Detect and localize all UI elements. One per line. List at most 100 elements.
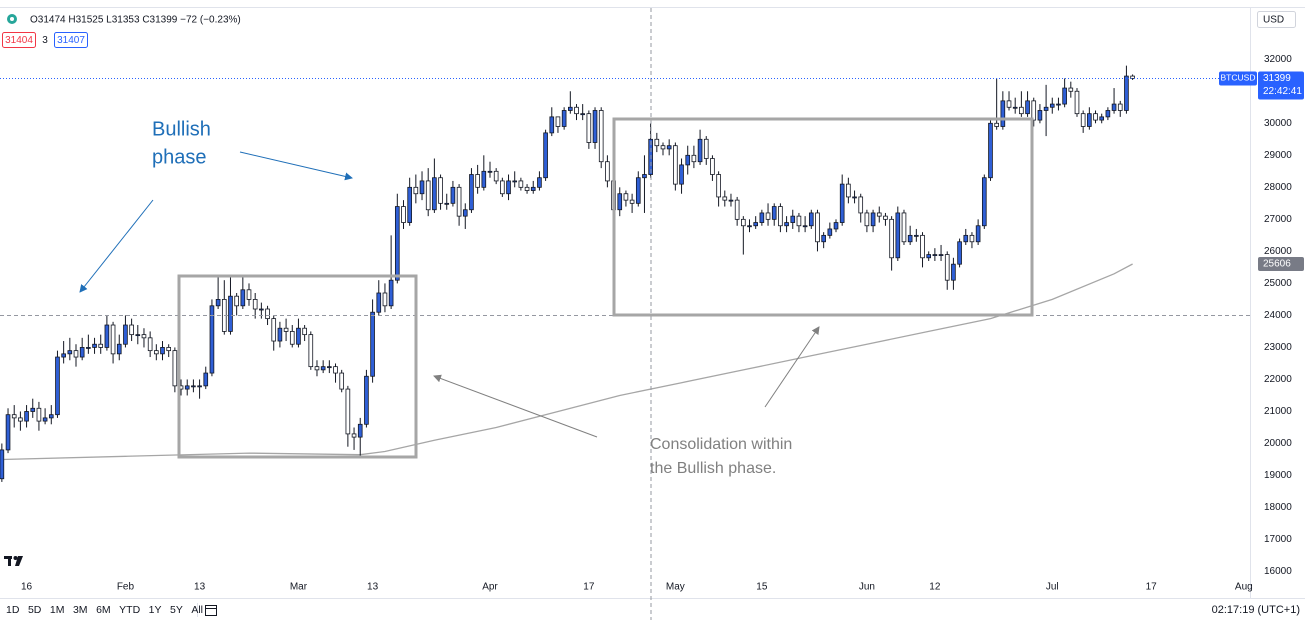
bid-box[interactable]: [2, 32, 36, 48]
candle: [537, 171, 542, 191]
candle: [98, 334, 104, 354]
candle-body: [388, 279, 394, 307]
candle: [808, 209, 814, 229]
candle: [493, 168, 499, 185]
candle: [833, 219, 839, 233]
candle: [1093, 110, 1098, 124]
candle-body: [951, 263, 956, 281]
candle-body: [1037, 110, 1043, 121]
timeframe-button[interactable]: YTD: [119, 604, 140, 616]
candle-body: [876, 212, 882, 217]
candle: [1062, 78, 1067, 108]
candle-body: [1012, 106, 1018, 109]
candle-body: [623, 193, 629, 201]
candle: [728, 193, 734, 207]
timeframe-button[interactable]: 5Y: [170, 604, 183, 616]
candle-body: [901, 212, 907, 243]
candle-body: [969, 234, 975, 243]
ask-box[interactable]: [54, 32, 88, 48]
currency[interactable]: USD: [1263, 15, 1284, 26]
candle-body: [92, 343, 97, 348]
candle: [154, 344, 159, 361]
timeframe-button[interactable]: 6M: [96, 604, 111, 616]
candle: [1031, 97, 1037, 127]
candle-body: [277, 327, 283, 342]
currency-box[interactable]: [1257, 11, 1296, 28]
candle: [481, 155, 487, 191]
candle: [252, 293, 258, 319]
candle-body: [710, 158, 715, 175]
candle-body: [18, 417, 23, 422]
candle: [364, 369, 369, 428]
candle: [61, 341, 66, 364]
candle: [821, 232, 826, 249]
candle: [784, 216, 789, 233]
candle-body: [555, 116, 561, 127]
candle-body: [48, 414, 54, 419]
calendar-icon[interactable]: [205, 605, 217, 616]
candle-body: [728, 199, 734, 202]
candle: [351, 427, 357, 450]
candle-body: [191, 385, 196, 388]
candle-body: [981, 177, 987, 227]
candle-body: [734, 199, 740, 220]
candle: [629, 193, 635, 213]
candle-body: [1074, 90, 1080, 115]
candle-body: [988, 122, 993, 179]
timeframe-button[interactable]: 1D: [6, 604, 20, 616]
candle-body: [685, 154, 691, 166]
candle-body: [784, 222, 789, 227]
candle-body: [1124, 75, 1129, 111]
candle: [716, 171, 721, 207]
candle: [666, 139, 672, 156]
candle: [605, 155, 610, 188]
candle-body: [197, 385, 202, 388]
y-tick-label: 23000: [1264, 342, 1292, 353]
candle: [870, 209, 876, 233]
candle: [314, 360, 320, 377]
y-tick-label: 20000: [1264, 438, 1292, 449]
candle: [1043, 84, 1049, 137]
timeframe-button[interactable]: All: [191, 604, 203, 616]
candle: [407, 177, 412, 226]
candle-body: [673, 145, 678, 185]
arrow: [239, 151, 353, 181]
candle: [0, 443, 5, 482]
candle-body: [864, 212, 870, 227]
candle: [673, 142, 678, 191]
candle-body: [0, 449, 5, 480]
candle: [1006, 91, 1012, 111]
timeframe-button[interactable]: 5D: [28, 604, 42, 616]
candle: [271, 315, 277, 351]
candle-body: [203, 372, 209, 387]
candle-body: [5, 414, 11, 451]
candle-body: [73, 350, 79, 358]
timeframe-button[interactable]: 1M: [50, 604, 65, 616]
candle: [574, 104, 579, 121]
candle-body: [308, 334, 314, 368]
candle: [518, 177, 524, 191]
candle: [444, 193, 450, 210]
candle-body: [1056, 103, 1061, 106]
candle: [308, 331, 314, 370]
candle: [104, 315, 110, 351]
candle-body: [963, 234, 969, 243]
candle: [67, 337, 73, 361]
candle-body: [1093, 113, 1098, 121]
candle: [500, 177, 505, 197]
candle: [1025, 91, 1030, 117]
candle-body: [320, 366, 326, 371]
candle-body: [530, 186, 536, 191]
candle-body: [802, 225, 808, 228]
candle-body: [815, 212, 820, 243]
clock[interactable]: 02:17:19 (UTC+1): [1212, 604, 1300, 616]
candle: [722, 190, 728, 207]
candle: [981, 174, 987, 229]
candle-body: [327, 366, 332, 369]
timeframe-button[interactable]: 1Y: [149, 604, 162, 616]
candle: [462, 203, 468, 229]
candle: [506, 174, 511, 201]
logo: [4, 556, 23, 566]
timeframe-button[interactable]: 3M: [73, 604, 88, 616]
candle: [283, 318, 289, 342]
